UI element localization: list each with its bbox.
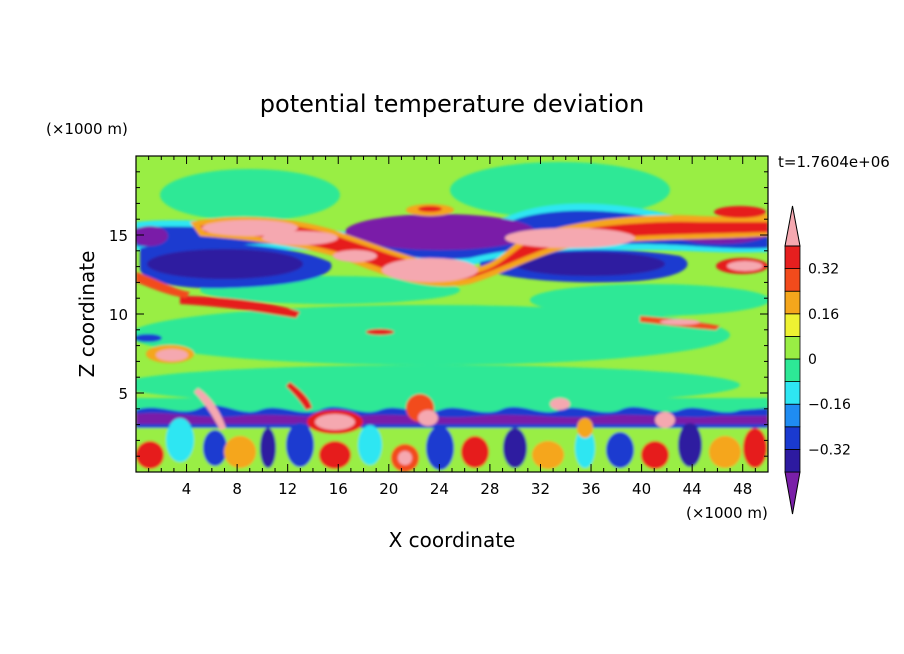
y-tick-label: 10 (109, 306, 128, 324)
x-tick-label: 16 (329, 480, 348, 498)
y-unit-label: (×1000 m) (46, 120, 128, 138)
x-tick-label: 36 (581, 480, 600, 498)
x-unit-label: (×1000 m) (686, 504, 768, 522)
colorbar-segment (784, 313, 801, 337)
x-tick-label: 24 (430, 480, 449, 498)
time-label: t=1.7604e+06 (778, 153, 890, 171)
x-axis-label: X coordinate (389, 528, 516, 552)
y-tick-label: 5 (118, 385, 128, 403)
x-tick-label: 12 (278, 480, 297, 498)
colorbar-segment (784, 268, 801, 292)
colorbar-segment (784, 403, 801, 428)
colorbar-segment (784, 381, 801, 405)
x-tick-label: 40 (632, 480, 651, 498)
colorbar-segment (784, 245, 801, 270)
colorbar-tick-label: 0 (808, 352, 817, 368)
y-axis: 5 10 15 (109, 171, 768, 457)
contour-field (136, 156, 768, 472)
x-tick-label: 8 (232, 480, 242, 498)
y-tick-label: 15 (109, 227, 128, 245)
colorbar-segment (784, 448, 801, 473)
x-axis: 4 8 12 16 20 24 28 32 36 40 44 48 (148, 156, 756, 498)
x-tick-label: 20 (379, 480, 398, 498)
y-axis-label: Z coordinate (75, 251, 99, 378)
colorbar: 0.32 0.16 0 −0.16 −0.32 (784, 205, 851, 515)
x-tick-label: 48 (733, 480, 752, 498)
colorbar-segment (784, 358, 801, 383)
colorbar-segment (784, 290, 801, 315)
x-tick-label: 32 (531, 480, 550, 498)
colorbar-tick-label: −0.16 (808, 397, 851, 413)
chart-title: potential temperature deviation (260, 90, 644, 118)
x-tick-label: 4 (182, 480, 192, 498)
colorbar-tick-label: 0.16 (808, 307, 839, 323)
x-tick-label: 44 (683, 480, 702, 498)
colorbar-segment (784, 335, 801, 360)
colorbar-tick-label: 0.32 (808, 262, 839, 278)
colorbar-tick-label: −0.32 (808, 442, 851, 458)
colorbar-max-triangle (784, 205, 801, 247)
x-tick-label: 28 (480, 480, 499, 498)
colorbar-min-triangle (784, 471, 801, 515)
colorbar-segment (784, 426, 801, 450)
